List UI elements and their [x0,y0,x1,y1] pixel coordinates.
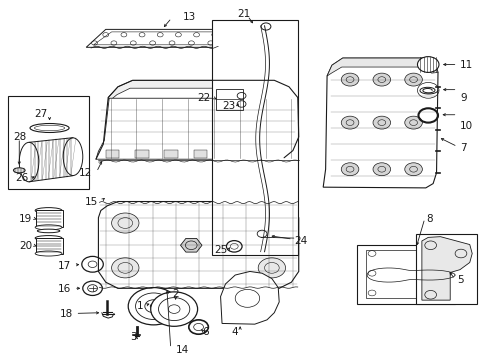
Bar [216,89,243,110]
Text: 28: 28 [13,132,26,142]
Text: 19: 19 [19,215,32,224]
Text: 5: 5 [458,275,464,285]
Text: 8: 8 [426,215,432,224]
Bar [223,149,237,158]
Circle shape [112,258,139,278]
Circle shape [405,73,422,86]
Text: 16: 16 [58,284,72,294]
Circle shape [373,163,391,176]
Text: 14: 14 [175,345,189,355]
Bar [164,149,178,158]
Bar [135,149,149,158]
Polygon shape [422,237,472,300]
Circle shape [373,73,391,86]
Ellipse shape [35,251,62,256]
Text: 17: 17 [58,261,72,271]
Text: 22: 22 [197,93,211,103]
Polygon shape [98,202,299,288]
Circle shape [128,288,179,325]
Bar [36,238,63,253]
Text: 20: 20 [19,241,32,251]
Ellipse shape [35,225,62,230]
Circle shape [341,73,359,86]
Bar [416,234,477,304]
Text: 2: 2 [172,289,179,299]
Text: 11: 11 [460,60,473,70]
Text: 3: 3 [130,332,137,342]
Text: 9: 9 [460,93,466,103]
Circle shape [341,116,359,129]
Bar [194,149,207,158]
Text: 10: 10 [460,121,473,131]
Bar [357,244,455,304]
Text: 13: 13 [182,12,196,22]
Text: 21: 21 [237,9,250,19]
Text: 15: 15 [85,197,98,207]
Text: 6: 6 [202,327,209,337]
Circle shape [112,213,139,233]
Text: 24: 24 [294,236,307,246]
Circle shape [405,163,422,176]
Ellipse shape [37,229,60,233]
Text: 7: 7 [460,143,466,153]
Bar [8,96,89,189]
Ellipse shape [35,235,62,240]
Polygon shape [180,238,202,252]
Ellipse shape [35,208,62,213]
Text: 18: 18 [60,310,73,319]
Text: 27: 27 [34,109,47,119]
Circle shape [258,258,286,278]
Text: 4: 4 [232,327,239,337]
Circle shape [151,292,197,326]
Polygon shape [96,98,298,159]
Polygon shape [220,271,279,324]
Bar [212,21,298,255]
Circle shape [83,281,102,296]
Bar [106,149,120,158]
Circle shape [417,57,439,72]
Bar [252,149,266,158]
Bar [36,211,63,227]
Circle shape [258,213,286,233]
Polygon shape [323,58,438,188]
Text: 25: 25 [215,245,228,255]
Text: 26: 26 [15,173,28,183]
Text: 1: 1 [137,301,144,311]
Text: 23: 23 [222,102,235,112]
Circle shape [341,163,359,176]
Text: 12: 12 [79,168,93,178]
Circle shape [405,116,422,129]
Polygon shape [327,58,438,76]
Ellipse shape [13,168,25,173]
Polygon shape [108,80,298,101]
Circle shape [150,304,157,309]
Polygon shape [86,30,220,47]
Circle shape [373,116,391,129]
